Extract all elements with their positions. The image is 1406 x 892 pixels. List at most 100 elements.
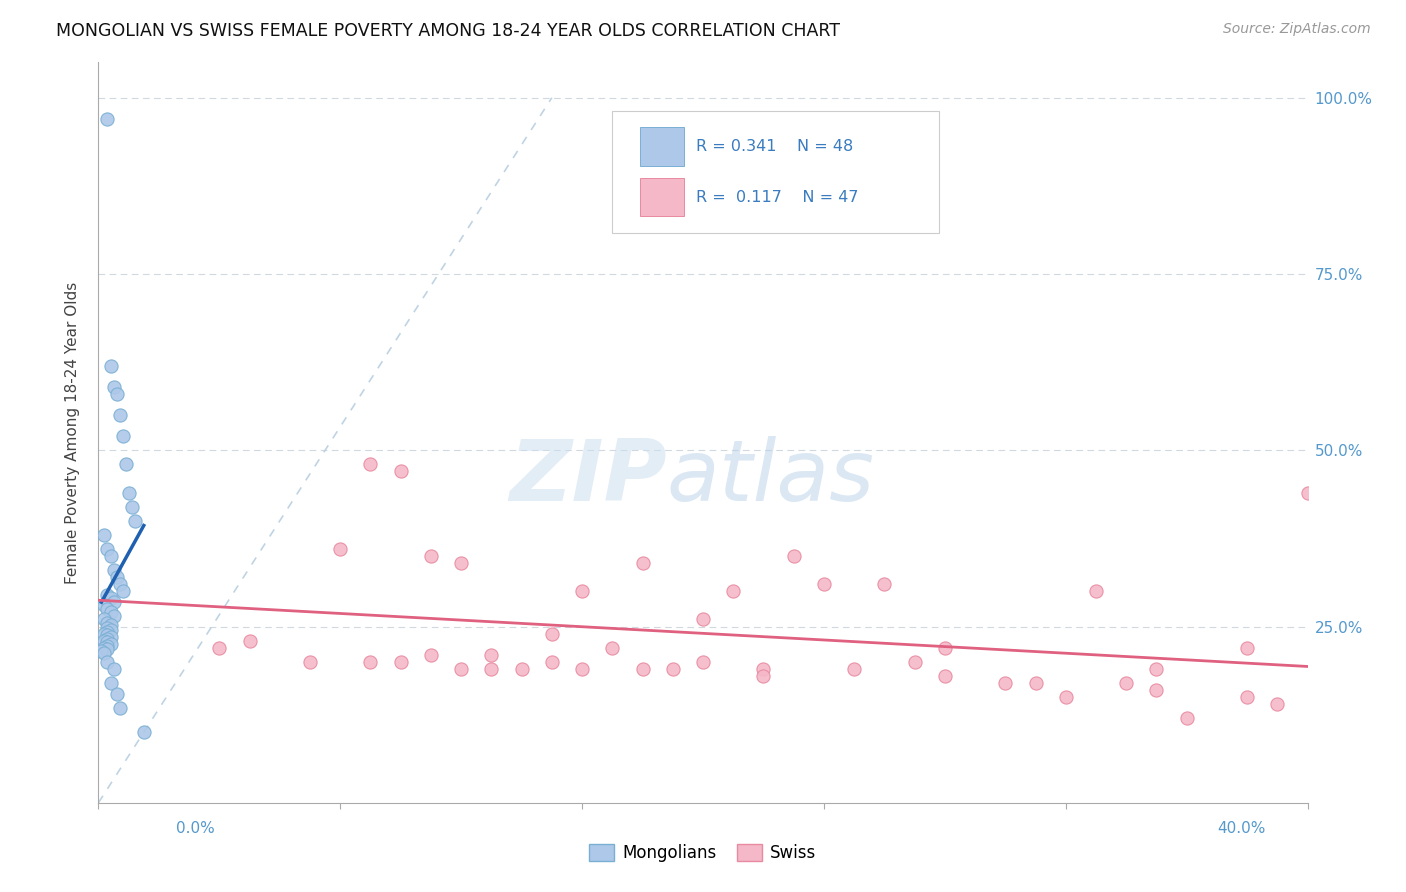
Point (100, 359, 122, 373)
Point (602, 640, 624, 655)
FancyBboxPatch shape (640, 128, 683, 166)
Point (299, 655, 322, 669)
Point (93, 528, 115, 542)
Point (105, 570, 128, 584)
Point (1175, 711, 1198, 725)
Point (96, 628, 118, 642)
Point (692, 655, 714, 669)
Point (239, 633, 262, 648)
Point (96, 625, 118, 640)
Point (994, 676, 1017, 690)
Point (510, 662, 533, 676)
Point (540, 626, 562, 640)
Point (100, 618, 122, 632)
Point (540, 655, 562, 669)
Point (481, 662, 503, 676)
Point (1144, 683, 1167, 698)
Point (934, 640, 956, 655)
Point (111, 584, 134, 599)
Point (631, 556, 654, 570)
Point (1054, 690, 1077, 704)
Point (114, 458, 136, 472)
Point (329, 541, 352, 556)
Point (96, 635, 118, 649)
Point (100, 591, 122, 606)
Point (93, 633, 115, 648)
Point (389, 464, 412, 478)
Point (96, 632, 118, 647)
Point (96, 621, 118, 635)
Point (103, 595, 125, 609)
FancyBboxPatch shape (613, 111, 939, 233)
Point (121, 500, 143, 514)
Point (661, 662, 683, 676)
Point (96, 588, 118, 602)
Point (100, 630, 122, 644)
Text: R = 0.341    N = 48: R = 0.341 N = 48 (696, 139, 853, 154)
Point (100, 676, 122, 690)
FancyBboxPatch shape (640, 178, 683, 216)
Point (100, 623, 122, 637)
Point (118, 485, 141, 500)
Point (90, 644, 112, 658)
Point (96, 112, 118, 126)
Point (844, 662, 866, 676)
Point (96, 642, 118, 657)
Point (100, 606, 122, 620)
Point (481, 648, 503, 662)
Point (360, 458, 382, 472)
Point (105, 686, 128, 700)
Point (105, 387, 128, 401)
Point (934, 669, 956, 683)
Point (93, 646, 115, 660)
Point (360, 655, 382, 669)
Point (1236, 640, 1258, 655)
Point (93, 599, 115, 613)
Point (420, 648, 443, 662)
Point (1236, 690, 1258, 704)
Point (813, 577, 835, 591)
Point (1024, 676, 1046, 690)
Point (450, 556, 472, 570)
Point (100, 637, 122, 651)
Point (96, 655, 118, 669)
Point (100, 549, 122, 563)
Point (103, 380, 125, 394)
Text: atlas: atlas (666, 435, 875, 518)
Y-axis label: Female Poverty Among 18-24 Year Olds: Female Poverty Among 18-24 Year Olds (65, 282, 80, 583)
Point (108, 577, 131, 591)
Point (450, 662, 472, 676)
Text: MONGOLIAN VS SWISS FEMALE POVERTY AMONG 18-24 YEAR OLDS CORRELATION CHART: MONGOLIAN VS SWISS FEMALE POVERTY AMONG … (56, 22, 841, 40)
Point (93, 640, 115, 655)
Point (783, 549, 806, 563)
Legend: Mongolians, Swiss: Mongolians, Swiss (582, 837, 824, 869)
Point (1115, 676, 1137, 690)
Point (1296, 485, 1319, 500)
Point (571, 662, 593, 676)
Point (93, 626, 115, 640)
Point (108, 700, 131, 714)
Point (111, 429, 134, 443)
Point (96, 640, 118, 654)
Point (571, 584, 593, 599)
Point (1144, 662, 1167, 676)
Point (103, 609, 125, 624)
Point (752, 662, 775, 676)
Text: 0.0%: 0.0% (176, 821, 215, 836)
Point (132, 725, 155, 739)
Point (96, 602, 118, 616)
Point (108, 408, 131, 422)
Point (96, 541, 118, 556)
Text: 40.0%: 40.0% (1218, 821, 1265, 836)
Point (103, 662, 125, 676)
Text: Source: ZipAtlas.com: Source: ZipAtlas.com (1223, 22, 1371, 37)
Point (1085, 584, 1108, 599)
Point (389, 655, 412, 669)
Point (208, 640, 231, 655)
Point (96, 615, 118, 630)
Point (752, 669, 775, 683)
Point (1267, 697, 1289, 711)
Point (420, 549, 443, 563)
Point (873, 577, 896, 591)
Point (904, 655, 927, 669)
